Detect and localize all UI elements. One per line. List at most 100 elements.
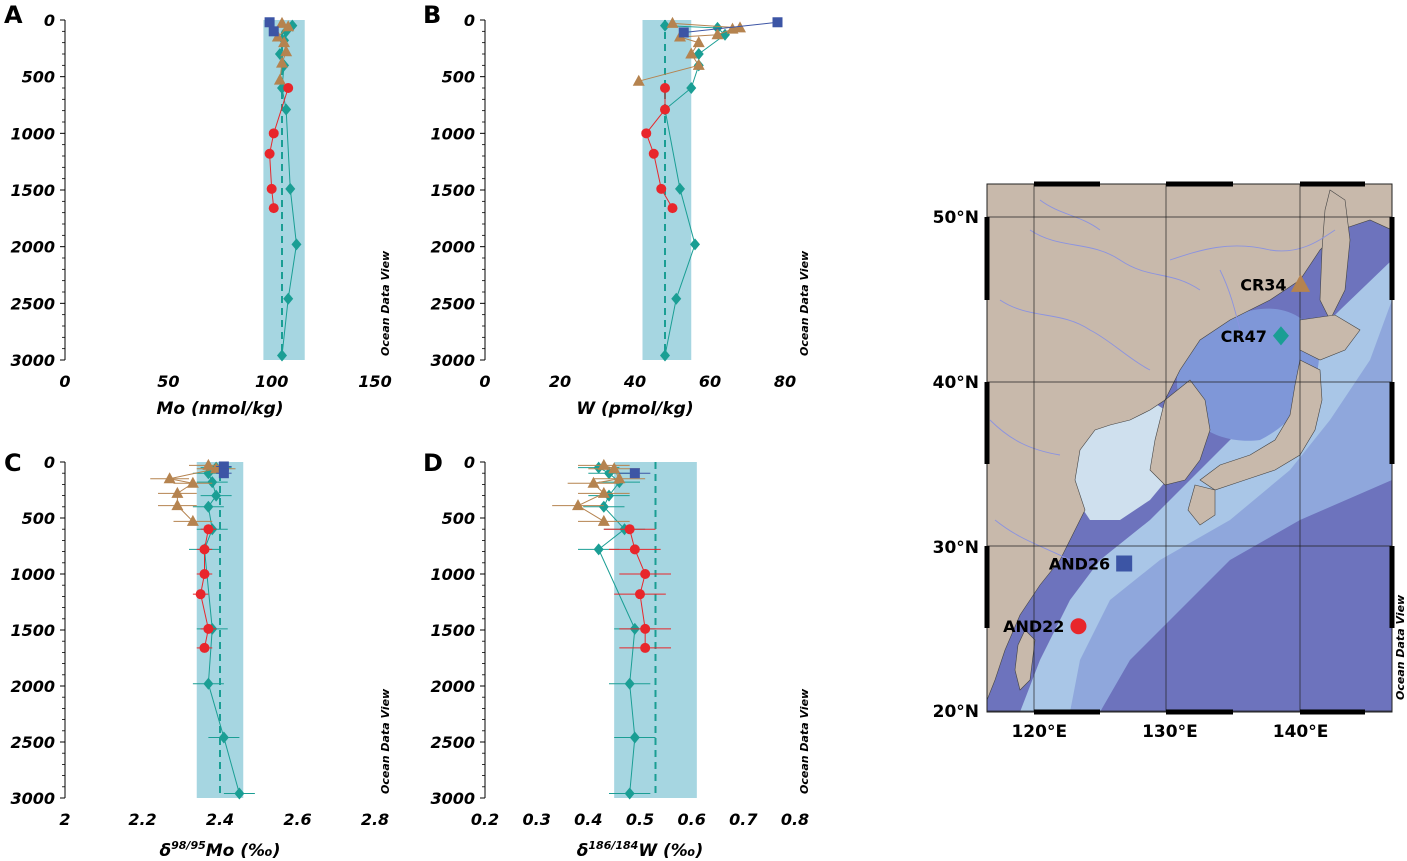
data-point	[203, 677, 214, 690]
x-tick-label: 100	[255, 372, 288, 391]
data-point	[712, 21, 723, 34]
map-lat-tick-label: 20°N	[933, 702, 979, 722]
data-point	[629, 544, 640, 555]
data-point	[281, 103, 292, 116]
x-tick-label: 0.6	[677, 810, 705, 829]
data-point	[199, 642, 210, 653]
x-tick-label: 2	[59, 810, 70, 829]
map-lat-tick-label: 40°N	[933, 373, 979, 393]
data-point	[640, 623, 651, 634]
data-point	[207, 476, 218, 489]
data-point	[686, 82, 697, 94]
data-point	[711, 28, 724, 40]
data-point	[772, 17, 783, 28]
x-tick-label: 0	[479, 372, 490, 391]
data-point	[203, 524, 214, 535]
y-tick-label: 2500	[10, 733, 55, 752]
y-tick-label: 2000	[430, 677, 475, 696]
data-point	[587, 476, 600, 488]
data-point	[195, 589, 206, 600]
data-point	[666, 16, 679, 28]
map-station-label: CR47	[1221, 327, 1267, 346]
data-point	[171, 486, 184, 498]
data-point	[199, 569, 210, 579]
x-tick-label: 0.4	[574, 810, 602, 829]
y-tick-label: 2000	[10, 677, 55, 696]
data-point	[276, 56, 288, 68]
data-point	[641, 128, 652, 139]
data-point	[597, 486, 610, 498]
data-point	[280, 45, 293, 57]
x-axis-label: δ98/95Mo (‰)	[159, 839, 280, 861]
data-point	[667, 203, 678, 214]
x-tick-label: 0.3	[522, 810, 550, 829]
data-point	[234, 787, 245, 800]
data-point	[692, 36, 705, 48]
panel-letter: A	[4, 1, 23, 29]
data-point	[163, 472, 176, 484]
data-point	[640, 569, 651, 579]
data-point	[632, 74, 645, 86]
data-point	[203, 500, 214, 513]
y-tick-label: 500	[22, 509, 55, 528]
x-tick-label: 2.4	[206, 810, 234, 829]
data-point	[629, 731, 640, 744]
data-point	[186, 514, 199, 526]
data-point	[690, 238, 700, 251]
x-tick-label: 2.6	[283, 810, 311, 829]
data-point	[283, 292, 294, 305]
map-lon-tick-label: 140°E	[1273, 722, 1329, 742]
data-point	[282, 20, 295, 32]
x-tick-label: 2.2	[128, 810, 156, 829]
series-cr34	[150, 458, 236, 526]
x-tick-label: 40	[623, 372, 646, 391]
y-tick-label: 1500	[10, 621, 55, 640]
data-point	[597, 458, 610, 470]
data-point	[660, 104, 670, 115]
y-tick-label: 2500	[10, 294, 55, 313]
data-point	[572, 499, 584, 511]
data-point	[678, 27, 689, 38]
y-tick-label: 2000	[10, 238, 55, 257]
series-and26	[264, 17, 279, 37]
data-point	[593, 543, 604, 556]
data-point	[277, 349, 287, 362]
map-rivers	[989, 199, 1336, 561]
data-point	[186, 476, 199, 488]
data-point	[660, 349, 670, 362]
map-lat-tick-label: 50°N	[933, 208, 979, 228]
map-lon-tick-label: 120°E	[1011, 722, 1067, 742]
data-point	[268, 26, 279, 37]
y-tick-label: 0	[44, 453, 55, 472]
station-map	[987, 184, 1392, 712]
data-point	[671, 292, 682, 305]
series-and22	[641, 83, 678, 214]
data-point	[264, 148, 275, 159]
data-point	[283, 83, 294, 93]
map-odv-label: Ocean Data View	[1394, 594, 1407, 700]
data-point	[624, 677, 635, 690]
y-tick-label: 3000	[430, 789, 475, 808]
map-stations-and-ticks: 20°N 30°N 40°N 50°N 120°E 130°E 140°E CR34 CR47 A…	[933, 208, 1329, 742]
y-tick-label: 1000	[430, 565, 475, 584]
data-point	[629, 468, 640, 479]
data-point	[276, 16, 288, 28]
x-tick-label: 150	[358, 372, 391, 391]
y-tick-label: 3000	[10, 789, 55, 808]
y-tick-label: 3000	[430, 351, 475, 370]
data-point	[734, 21, 746, 33]
y-tick-label: 500	[442, 509, 475, 528]
y-tick-label: 1500	[430, 621, 475, 640]
data-point	[598, 500, 609, 513]
series-cr34	[271, 16, 295, 85]
map-yellow-sea	[1070, 400, 1180, 520]
data-point	[218, 468, 229, 479]
x-axis-label: Mo (nmol/kg)	[156, 399, 283, 419]
data-point	[203, 623, 214, 634]
map-lon-tick-label: 130°E	[1142, 722, 1198, 742]
series-and22	[264, 83, 294, 214]
data-point	[726, 22, 739, 34]
data-point	[202, 458, 215, 470]
